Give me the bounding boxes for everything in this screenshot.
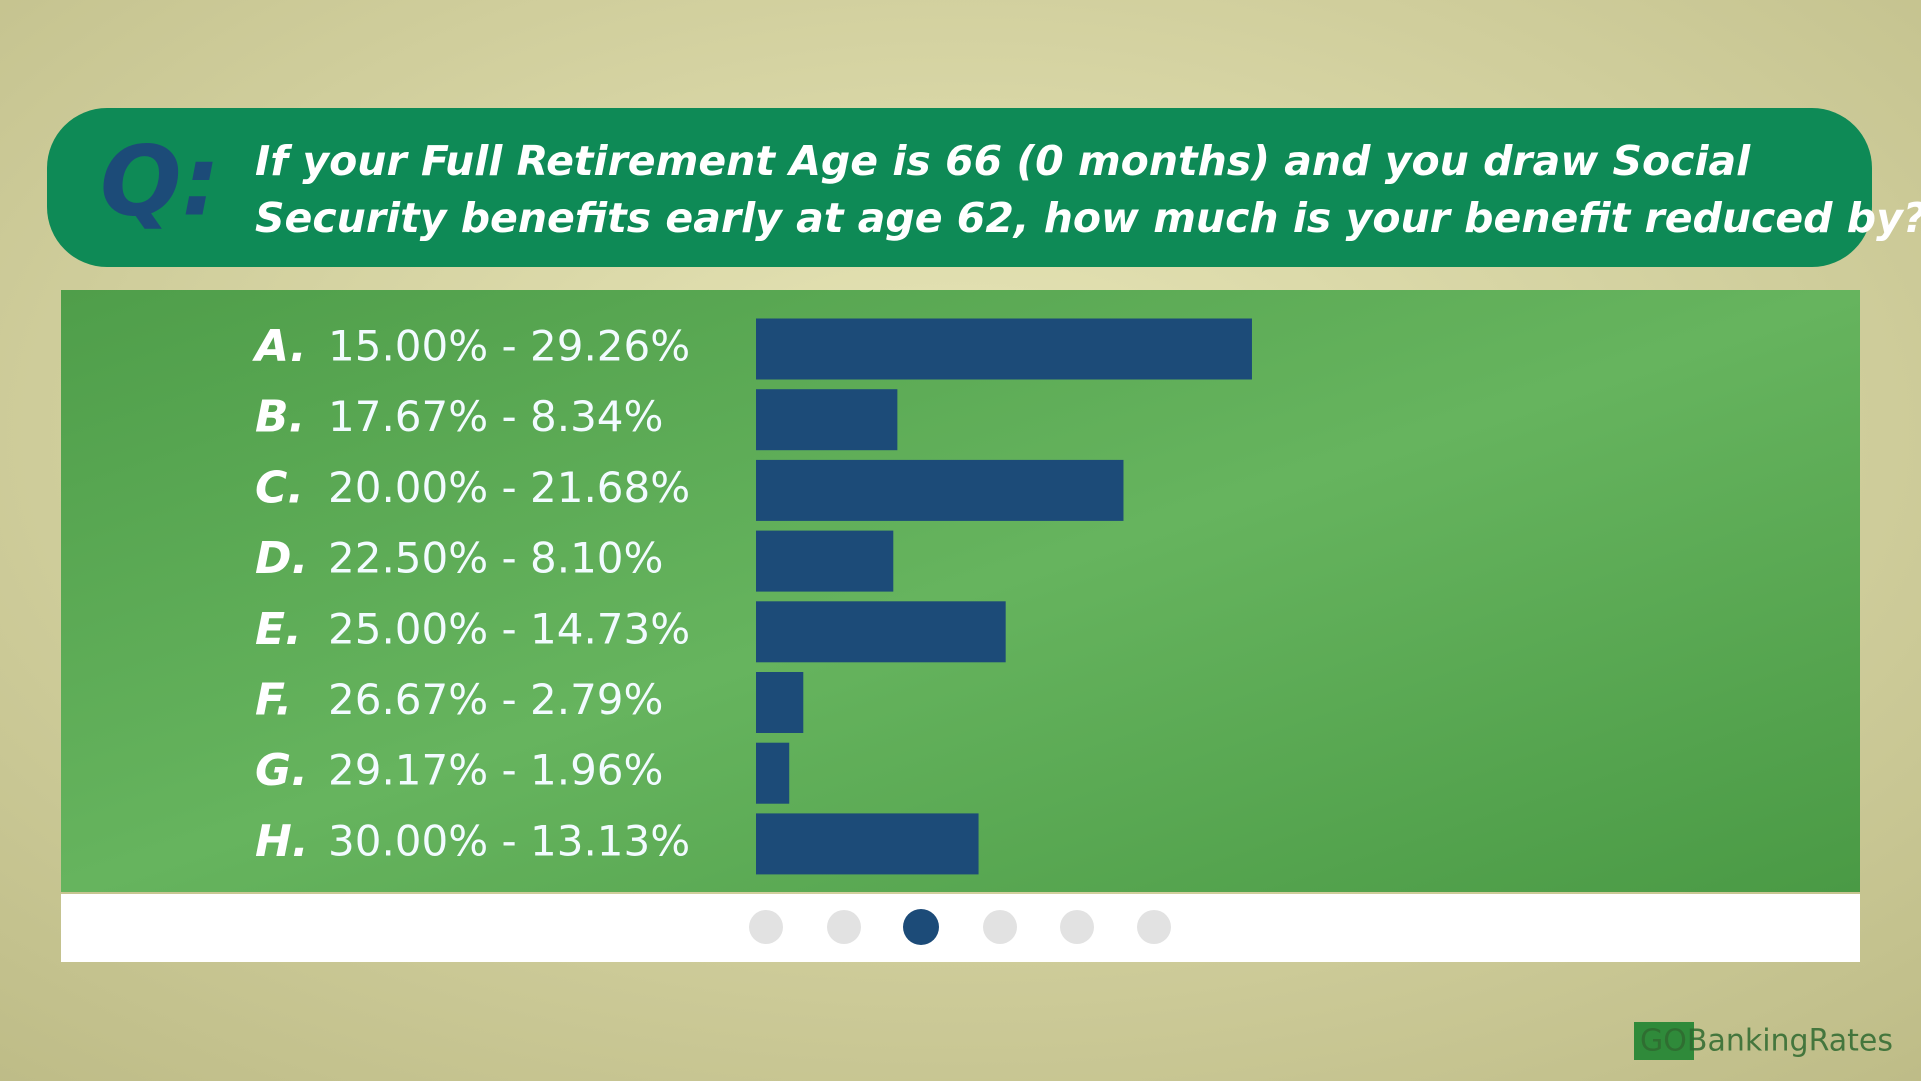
pager-dot[interactable] [749, 910, 783, 944]
option-label: 17.67% - 8.34% [328, 392, 663, 441]
answers-panel [61, 290, 1860, 892]
bar [756, 318, 1252, 380]
logo-badge [1634, 1022, 1694, 1060]
pager-dot[interactable] [983, 910, 1017, 944]
pager-bar [61, 894, 1860, 962]
option-label: 30.00% - 13.13% [328, 816, 690, 865]
option-label: 22.50% - 8.10% [328, 534, 663, 583]
option-letter: F. [255, 675, 292, 726]
pager-dots [749, 909, 1171, 945]
question-line: If your Full Retirement Age is 66 (0 mon… [255, 137, 1751, 185]
option-letter: H. [255, 816, 309, 867]
option-label: 20.00% - 21.68% [328, 463, 690, 512]
option-letter: G. [255, 745, 308, 796]
option-letter: E. [255, 604, 302, 655]
bar [756, 530, 894, 592]
pager-dot[interactable] [1137, 910, 1171, 944]
question-banner [47, 108, 1872, 267]
option-label: 25.00% - 14.73% [328, 604, 690, 653]
option-letter: D. [255, 533, 308, 584]
logo: GOBankingRates [1640, 1024, 1893, 1059]
pager-dot[interactable] [1060, 910, 1094, 944]
bar [756, 459, 1124, 521]
option-label: 15.00% - 29.26% [328, 322, 690, 371]
bar [756, 389, 898, 451]
option-letter: B. [255, 392, 305, 443]
question-line: Security benefits early at age 62, how m… [255, 194, 1921, 242]
pager-dot-active[interactable] [903, 909, 939, 945]
pager-dot[interactable] [827, 910, 861, 944]
option-label: 26.67% - 2.79% [328, 675, 663, 724]
option-letter: C. [255, 462, 304, 513]
bar [756, 813, 979, 875]
bar [756, 742, 790, 804]
option-letter: A. [252, 321, 307, 372]
option-label: 29.17% - 1.96% [328, 746, 663, 795]
bar [756, 672, 804, 733]
question-icon: Q: [100, 125, 220, 237]
bar [756, 601, 1006, 663]
